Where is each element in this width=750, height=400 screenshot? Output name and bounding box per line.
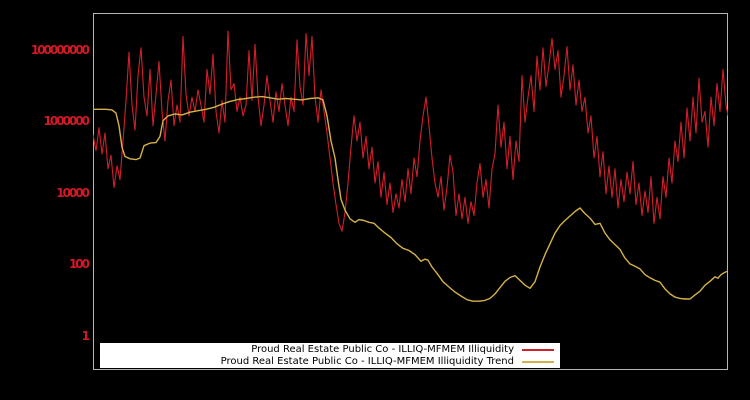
legend-label-trend: Proud Real Estate Public Co - ILLIQ-MFME… xyxy=(220,356,514,367)
legend-label-illiquidity: Proud Real Estate Public Co - ILLIQ-MFME… xyxy=(251,344,514,355)
illiquidity-trend-line xyxy=(93,95,728,302)
legend-line-sample-trend xyxy=(522,360,554,363)
plot-area-border xyxy=(93,13,728,370)
legend-line-sample-illiquidity xyxy=(522,348,554,351)
illiquidity-line xyxy=(93,30,728,232)
legend: Proud Real Estate Public Co - ILLIQ-MFME… xyxy=(100,343,560,368)
legend-item-illiquidity: Proud Real Estate Public Co - ILLIQ-MFME… xyxy=(100,344,560,355)
legend-item-trend: Proud Real Estate Public Co - ILLIQ-MFME… xyxy=(100,356,560,367)
